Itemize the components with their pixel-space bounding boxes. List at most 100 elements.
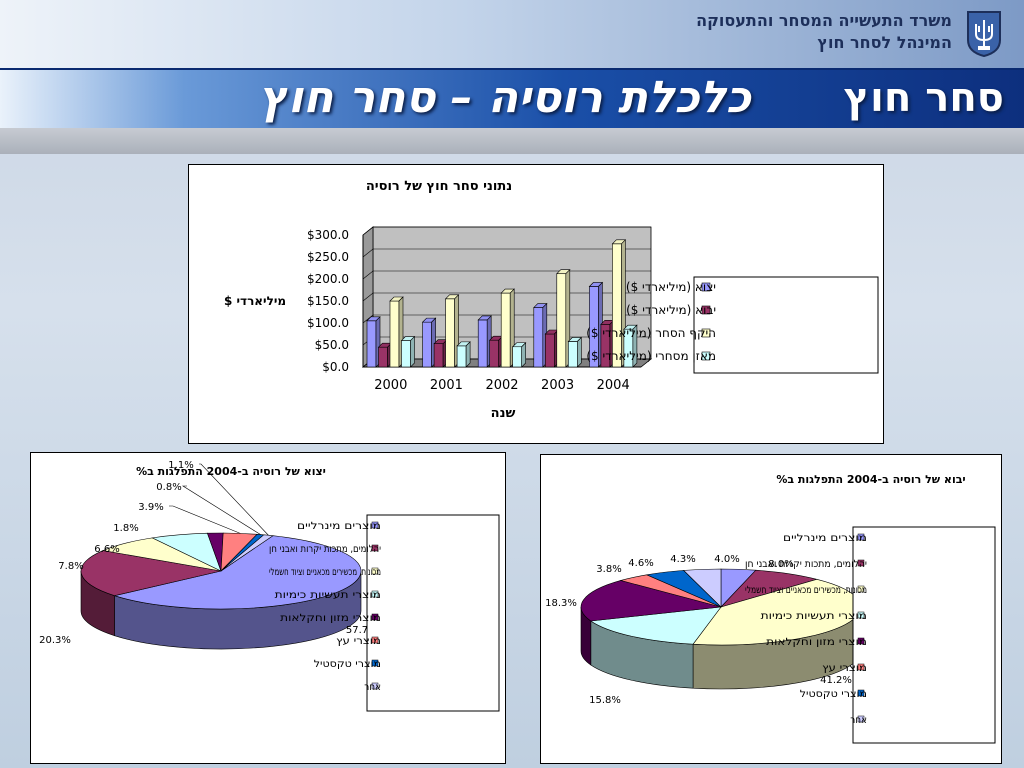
bar-0-1: [378, 346, 388, 368]
legend-swatch-3: [701, 351, 711, 361]
bar-0-2: [389, 300, 400, 368]
pie-legend-entry-2: מכונות, מכשירים מכאניים וציוד חשמלי: [745, 585, 867, 596]
bar-side: [521, 342, 527, 368]
legend-swatch-1: [701, 305, 711, 315]
bar-side: [632, 324, 638, 368]
bar-3-1: [544, 333, 555, 368]
pie-legend-swatch-7: [371, 682, 379, 690]
y-gridline: [362, 270, 651, 280]
x-axis-label: שנה: [491, 406, 516, 421]
bar-2-0: [477, 319, 488, 368]
bar-1-2: [445, 298, 455, 368]
pie-slice-1: [80, 550, 222, 596]
y-gridline: [362, 226, 651, 236]
bar-2-3: [512, 346, 523, 368]
pie-slice-7: [682, 568, 722, 608]
pie-leader-line: [169, 505, 241, 534]
pie-value-label-1: 20.3%: [39, 635, 71, 646]
title-bar: [0, 68, 1024, 130]
legend-swatch-0: [701, 282, 711, 292]
export-pie-chart: יצוא של רוסיה ב-2004 התפלגות ב% 57.7 20.3%…: [39, 460, 500, 712]
import-pie-panel: יבוא של רוסיה ב-2004 התפלגות ב% 4.0% 8.0% 4…: [540, 454, 1002, 764]
ministry-name: משרד התעשייה המסחר והתעסוקה המינהל לסחר …: [696, 10, 952, 54]
bar-1-3: [456, 345, 467, 368]
pie-value-label-4: 18.3%: [545, 598, 577, 609]
x-tick-label: 2003: [541, 378, 574, 393]
pie-legend-entry-0: מוצרים מינרליים: [783, 533, 867, 544]
chart-title: נתוני סחר חוץ של רוסיה: [366, 179, 512, 194]
bar-chart: נתוני סחר חוץ של רוסיה $0.0 $50.0 $100.0 $15…: [224, 179, 879, 421]
y-axis-label: מיליארדי $: [224, 294, 286, 308]
x-tick-label: 2004: [597, 378, 630, 393]
page-title: כלכלת רוסיה – סחר חוץ: [258, 72, 752, 123]
state-emblem-icon: [967, 11, 1001, 58]
pie-legend-entry-1: יהלומים, מתכות יקרות ואבני חן: [269, 544, 381, 555]
pie-legend-swatch-0: [371, 521, 379, 529]
section-title: סחר חוץ: [843, 75, 1004, 121]
y-tick-label: $200.0: [307, 272, 349, 286]
pie-legend: [852, 526, 996, 744]
pie-legend-entry-0: מוצרים מינרליים: [297, 521, 381, 532]
x-tick-label: 2001: [430, 378, 463, 393]
bar-0-0: [366, 320, 377, 368]
pie-legend-entry-4: מוצרי מזון וחקלאות: [766, 637, 867, 648]
pie-value-label-4: 1.8%: [113, 523, 138, 534]
pie-legend-entry-6: מוצרי טקסטיל: [800, 689, 867, 700]
pie-legend-swatch-1: [857, 559, 865, 567]
pie-slice-4: [580, 580, 722, 622]
pie-value-label-1: 8.0%: [768, 559, 793, 570]
pie-legend-swatch-5: [857, 663, 865, 671]
pie-legend-entry-1: יהלומים, מתכות יקרות ואבני חן: [745, 559, 867, 570]
y-tick-label: $250.0: [307, 250, 349, 264]
pie-value-label-2: 41.2%: [820, 675, 852, 686]
pie-value-label-0: 4.0%: [714, 554, 739, 565]
legend-entry-0: יצוא (מיליארדי $): [626, 280, 716, 294]
divider-bar: [0, 128, 1024, 154]
bar-side: [465, 341, 471, 368]
legend-swatch-2: [701, 328, 711, 338]
pie-legend-swatch-4: [857, 637, 865, 645]
bar-0-3: [401, 340, 411, 368]
pie-leader-line: [199, 463, 269, 536]
pie-legend-swatch-2: [857, 585, 865, 593]
pie-legend-entry-4: מוצרי מזון וחקלאות: [280, 613, 381, 624]
pie-value-label-3: 15.8%: [589, 695, 621, 706]
pie-value-label-7: 1.1%: [168, 460, 193, 471]
pie-value-label-3: 6.6%: [94, 544, 119, 555]
bar-1-1: [433, 343, 444, 368]
pie-legend-swatch-2: [371, 567, 379, 575]
pie-value-label-0: 57.7: [346, 625, 368, 636]
pie-legend-swatch-7: [857, 715, 865, 723]
pie-legend: [366, 514, 500, 712]
x-tick-label: 2000: [374, 378, 407, 393]
pie-value-label-6: 4.6%: [628, 558, 653, 569]
pie-legend-swatch-6: [857, 689, 865, 697]
bar-2-2: [500, 292, 511, 368]
x-tick-label: 2002: [485, 378, 518, 393]
y-tick-label: $100.0: [307, 316, 349, 330]
pie-value-label-5: 3.9%: [138, 502, 163, 513]
pie-value-label-2: 7.8%: [58, 561, 83, 572]
pie-value-label-7: 4.3%: [670, 554, 695, 565]
pie-legend-entry-3: מוצרי תעשיות כימיות: [761, 611, 867, 622]
pie-legend-swatch-0: [857, 533, 865, 541]
export-pie-panel: יצוא של רוסיה ב-2004 התפלגות ב% 57.7 20.3%…: [30, 452, 506, 764]
pie-legend-swatch-3: [371, 590, 379, 598]
bar-side: [576, 336, 582, 368]
pie-title: יצוא של רוסיה ב-2004 התפלגות ב%: [136, 465, 326, 478]
pie-legend-entry-5: מוצרי עץ: [336, 636, 381, 647]
pie-slice-2: [692, 578, 862, 646]
pie-legend-swatch-1: [371, 544, 379, 552]
y-gridline: [362, 248, 651, 258]
chart-legend: [693, 276, 879, 374]
bar-3-3: [567, 341, 578, 368]
bar-side: [410, 335, 415, 368]
bar-1-0: [422, 321, 432, 368]
pie-legend-entry-3: מוצרי תעשיות כימיות: [275, 590, 381, 601]
pie-legend-swatch-6: [371, 659, 379, 667]
legend-entry-3: מאזן מסחרי (מיליארדי $): [586, 349, 716, 363]
y-tick-label: $0.0: [322, 360, 349, 374]
pie-slice-3: [589, 606, 722, 645]
pie-legend-swatch-3: [857, 611, 865, 619]
y-tick-label: $150.0: [307, 294, 349, 308]
